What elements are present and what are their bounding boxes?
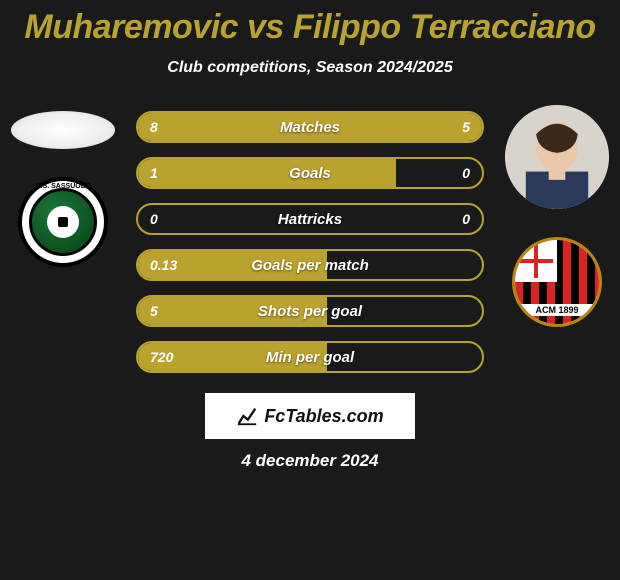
comparison-card: Muharemovic vs Filippo Terracciano Club … bbox=[0, 0, 620, 471]
stat-label: Shots per goal bbox=[138, 297, 482, 325]
brand-label: FcTables.com bbox=[264, 406, 383, 427]
stat-row: 0.13Goals per match bbox=[136, 249, 484, 281]
club-badge-left: U.S. SASSUOLO bbox=[18, 177, 108, 267]
club-badge-right-text: ACM 1899 bbox=[515, 304, 599, 316]
stat-row: 720Min per goal bbox=[136, 341, 484, 373]
stat-label: Goals bbox=[138, 159, 482, 187]
chart-icon bbox=[236, 405, 258, 427]
stat-bars: 85Matches 10Goals 00Hattricks 0.13Goals per… bbox=[136, 105, 484, 373]
player-avatar-left bbox=[11, 111, 115, 149]
brand-badge: FcTables.com bbox=[205, 393, 415, 439]
club-badge-right: ACM 1899 bbox=[512, 237, 602, 327]
player-avatar-right bbox=[505, 105, 609, 209]
stat-label: Min per goal bbox=[138, 343, 482, 371]
stat-label: Hattricks bbox=[138, 205, 482, 233]
stat-label: Matches bbox=[138, 113, 482, 141]
main-row: U.S. SASSUOLO 85Matches 10Goals 00Hattrick… bbox=[0, 105, 620, 373]
stat-row: 10Goals bbox=[136, 157, 484, 189]
left-column: U.S. SASSUOLO bbox=[8, 105, 118, 267]
stat-label: Goals per match bbox=[138, 251, 482, 279]
subtitle: Club competitions, Season 2024/2025 bbox=[0, 59, 620, 77]
date-label: 4 december 2024 bbox=[0, 451, 620, 471]
stat-row: 00Hattricks bbox=[136, 203, 484, 235]
page-title: Muharemovic vs Filippo Terracciano bbox=[0, 8, 620, 47]
stat-row: 85Matches bbox=[136, 111, 484, 143]
right-column: ACM 1899 bbox=[502, 105, 612, 327]
stat-row: 5Shots per goal bbox=[136, 295, 484, 327]
